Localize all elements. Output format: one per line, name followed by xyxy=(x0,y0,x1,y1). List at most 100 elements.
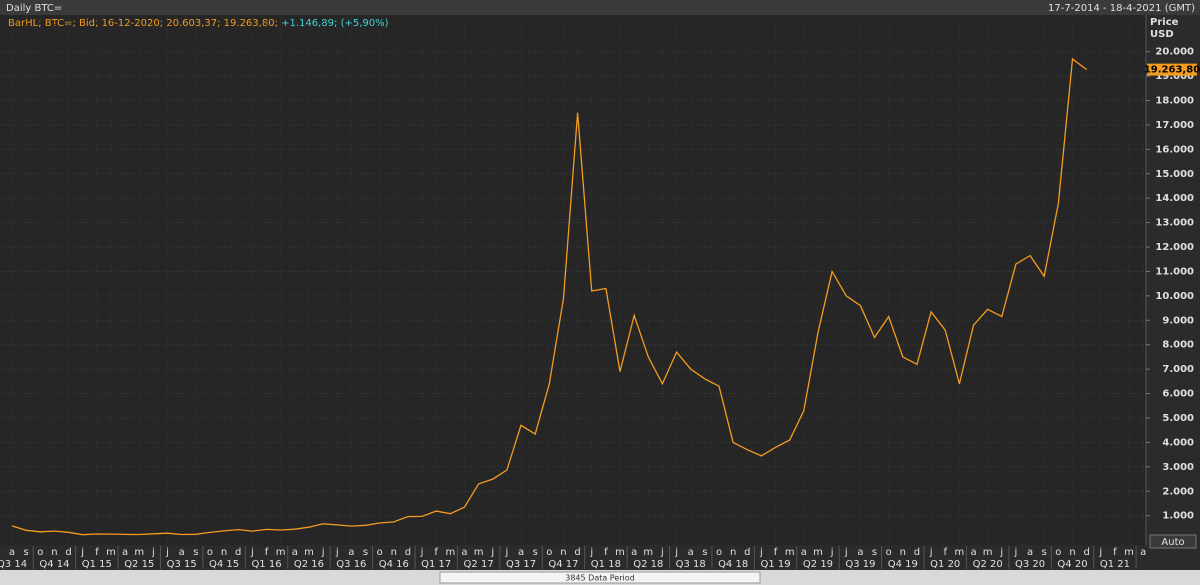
x-tick-label: f xyxy=(434,547,438,558)
x-tick-label: j xyxy=(759,547,763,558)
quarter-label: Q4 18 xyxy=(718,559,748,570)
y-tick-label: 18.000 xyxy=(1155,95,1194,106)
last-price-tag xyxy=(1147,63,1197,76)
y-tick-label: 14.000 xyxy=(1155,193,1194,204)
x-tick-label: n xyxy=(560,547,566,558)
x-tick-label: a xyxy=(801,547,807,558)
y-axis-panel xyxy=(1146,15,1200,545)
quarter-label: Q1 20 xyxy=(930,559,960,570)
x-tick-label: s xyxy=(193,547,198,558)
x-tick-label: n xyxy=(730,547,736,558)
x-tick-label: a xyxy=(179,547,185,558)
scroll-thumb[interactable] xyxy=(439,571,761,584)
quarter-label: Q2 20 xyxy=(973,559,1003,570)
x-tick-label: d xyxy=(405,547,411,558)
x-tick-label: j xyxy=(844,547,848,558)
x-tick-label: d xyxy=(65,547,71,558)
x-tick-label: f xyxy=(943,547,947,558)
x-tick-label: n xyxy=(391,547,397,558)
x-tick-label: m xyxy=(615,547,625,558)
legend-change: +1.146,89; (+5,90%) xyxy=(281,18,389,29)
quarter-label: Q2 15 xyxy=(124,559,154,570)
y-tick-label: 4.000 xyxy=(1162,437,1194,448)
auto-button-label[interactable]: Auto xyxy=(1161,537,1184,548)
x-tick-label: j xyxy=(1014,547,1018,558)
quarter-label: Q1 15 xyxy=(82,559,112,570)
x-tick-label: j xyxy=(929,547,933,558)
y-tick-label: 3.000 xyxy=(1162,462,1194,473)
x-tick-label: o xyxy=(1055,547,1061,558)
x-tick-label: j xyxy=(830,547,834,558)
auto-button[interactable] xyxy=(1149,534,1197,549)
y-tick-label: 19.000 xyxy=(1155,71,1194,82)
x-tick-label: d xyxy=(574,547,580,558)
quarter-label: Q3 17 xyxy=(506,559,536,570)
x-tick-label: j xyxy=(165,547,169,558)
y-tick-label: 1.000 xyxy=(1162,511,1194,522)
x-tick-label: j xyxy=(151,547,155,558)
x-tick-label: a xyxy=(9,547,15,558)
x-tick-label: d xyxy=(914,547,920,558)
x-tick-label: m xyxy=(474,547,484,558)
quarter-label: Q4 16 xyxy=(379,559,409,570)
y-tick-label: 16.000 xyxy=(1155,144,1194,155)
x-axis-panel xyxy=(0,545,1200,570)
legend: BarHL; BTC=; Bid; 16-12-2020; 20.603,37;… xyxy=(8,18,389,29)
x-tick-label: o xyxy=(886,547,892,558)
x-tick-label: o xyxy=(377,547,383,558)
quarter-label: Q2 19 xyxy=(803,559,833,570)
x-tick-label: a xyxy=(857,547,863,558)
x-tick-label: m xyxy=(983,547,993,558)
x-tick-label: j xyxy=(1098,547,1102,558)
x-tick-label: a xyxy=(688,547,694,558)
y-tick-label: 17.000 xyxy=(1155,120,1194,131)
x-tick-label: m xyxy=(106,547,116,558)
x-tick-label: m xyxy=(304,547,314,558)
x-tick-label: a xyxy=(631,547,637,558)
x-tick-label: n xyxy=(51,547,57,558)
y-tick-label: 11.000 xyxy=(1155,266,1194,277)
x-tick-label: f xyxy=(604,547,608,558)
chart-title: Daily BTC= xyxy=(6,3,62,14)
x-tick-label: s xyxy=(702,547,707,558)
y-tick-label: 6.000 xyxy=(1162,389,1194,400)
x-tick-label: f xyxy=(265,547,269,558)
x-tick-label: m xyxy=(276,547,286,558)
x-tick-label: a xyxy=(1027,547,1033,558)
y-axis-unit: USD xyxy=(1150,29,1174,40)
quarter-label: Q3 14 xyxy=(0,559,27,570)
x-tick-label: j xyxy=(321,547,325,558)
x-tick-label: a xyxy=(1140,547,1146,558)
last-price-label: 19.263,80 xyxy=(1144,65,1200,76)
x-tick-label: s xyxy=(533,547,538,558)
x-tick-label: j xyxy=(674,547,678,558)
x-tick-label: j xyxy=(589,547,593,558)
x-tick-label: j xyxy=(490,547,494,558)
x-tick-label: a xyxy=(461,547,467,558)
x-tick-label: m xyxy=(445,547,455,558)
x-tick-label: j xyxy=(505,547,509,558)
x-tick-label: n xyxy=(900,547,906,558)
x-tick-label: j xyxy=(660,547,664,558)
quarter-label: Q2 16 xyxy=(294,559,324,570)
quarter-label: Q1 17 xyxy=(421,559,451,570)
quarter-label: Q4 19 xyxy=(888,559,918,570)
x-tick-label: m xyxy=(134,547,144,558)
y-tick-label: 2.000 xyxy=(1162,486,1194,497)
x-tick-label: a xyxy=(122,547,128,558)
x-tick-label: a xyxy=(292,547,298,558)
x-tick-label: m xyxy=(955,547,965,558)
marks: 1.000 2.000 3.000 4.000 5.000 6.000 7.000 8.000… xyxy=(0,15,1200,570)
x-tick-label: n xyxy=(221,547,227,558)
date-range: 17-7-2014 - 18-4-2021 (GMT) xyxy=(1048,3,1195,14)
quarter-label: Q3 19 xyxy=(845,559,875,570)
x-tick-label: j xyxy=(999,547,1003,558)
x-tick-label: s xyxy=(24,547,29,558)
x-tick-label: j xyxy=(420,547,424,558)
y-tick-label: 9.000 xyxy=(1162,315,1194,326)
y-tick-label: 15.000 xyxy=(1155,169,1194,180)
y-tick-label: 10.000 xyxy=(1155,291,1194,302)
x-tick-label: a xyxy=(348,547,354,558)
x-tick-label: n xyxy=(1069,547,1075,558)
